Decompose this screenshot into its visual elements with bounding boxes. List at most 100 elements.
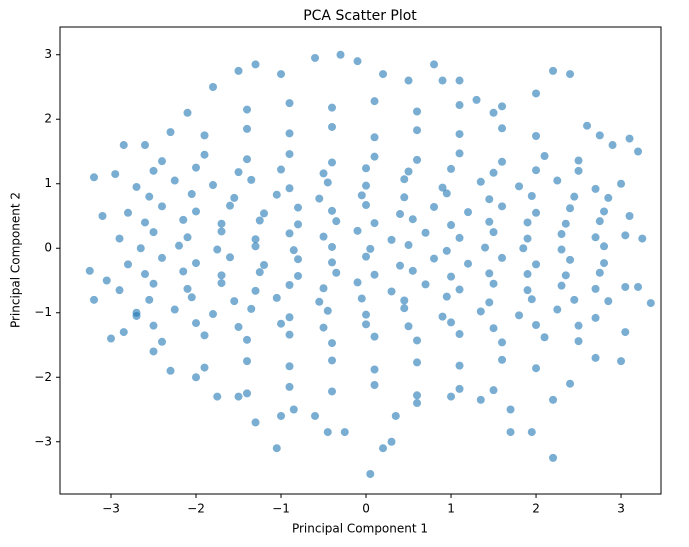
point — [243, 155, 252, 164]
point — [379, 70, 388, 79]
point — [391, 411, 400, 420]
point — [404, 322, 413, 331]
point — [323, 306, 332, 315]
point — [179, 267, 188, 276]
point — [485, 217, 494, 226]
point — [413, 358, 422, 367]
point — [464, 259, 473, 268]
point — [183, 108, 192, 117]
point — [311, 53, 320, 62]
point — [370, 365, 379, 374]
x-tick-label: 0 — [362, 502, 370, 516]
point — [255, 268, 264, 277]
point — [260, 261, 269, 270]
point — [400, 304, 409, 313]
y-tick-label: 1 — [44, 176, 52, 190]
point — [187, 293, 196, 302]
point — [255, 216, 264, 225]
point — [489, 386, 498, 395]
point — [421, 228, 430, 237]
point — [413, 399, 422, 408]
point — [557, 245, 566, 254]
point — [404, 241, 413, 250]
point — [413, 391, 422, 400]
point — [353, 226, 362, 235]
point — [217, 279, 226, 288]
point — [362, 201, 371, 210]
chart-title: PCA Scatter Plot — [303, 8, 417, 24]
point — [408, 215, 417, 224]
point — [506, 405, 515, 414]
point — [400, 175, 409, 184]
point — [272, 190, 281, 199]
point — [230, 297, 239, 306]
point — [455, 101, 464, 110]
point — [485, 195, 494, 204]
point — [149, 166, 158, 175]
point — [234, 392, 243, 401]
point — [527, 428, 536, 437]
point — [85, 266, 94, 275]
point — [591, 284, 600, 293]
point — [158, 337, 167, 346]
point — [455, 149, 464, 158]
point — [332, 268, 341, 277]
point — [498, 157, 507, 166]
point — [570, 295, 579, 304]
point — [455, 330, 464, 339]
point — [523, 234, 532, 243]
point — [591, 313, 600, 322]
point — [323, 178, 332, 187]
point — [136, 244, 145, 253]
point — [328, 158, 337, 167]
point — [158, 202, 167, 211]
point — [166, 366, 175, 375]
y-tick-label: 0 — [44, 241, 52, 255]
point — [464, 208, 473, 217]
point — [362, 164, 371, 173]
point — [646, 299, 655, 308]
point — [621, 231, 630, 240]
point — [506, 428, 515, 437]
point — [217, 271, 226, 280]
point — [604, 297, 613, 306]
point — [328, 206, 337, 215]
point — [251, 418, 260, 427]
point — [527, 295, 536, 304]
point — [387, 437, 396, 446]
point — [476, 395, 485, 404]
point — [226, 201, 235, 210]
point — [357, 294, 366, 303]
point — [600, 207, 609, 216]
point — [247, 304, 256, 313]
point — [230, 193, 239, 202]
point — [532, 208, 541, 217]
y-tick-label: 2 — [44, 112, 52, 126]
point — [430, 254, 439, 263]
point — [115, 286, 124, 295]
point — [455, 76, 464, 85]
point — [540, 152, 549, 161]
point — [527, 191, 536, 200]
x-tick-label: 3 — [617, 502, 625, 516]
point — [175, 241, 184, 250]
point — [362, 181, 371, 190]
point — [621, 328, 630, 337]
point — [285, 150, 294, 159]
point — [192, 163, 201, 172]
point — [540, 333, 549, 342]
point — [170, 176, 179, 185]
point — [489, 279, 498, 288]
point — [272, 293, 281, 302]
point — [328, 387, 337, 396]
point — [311, 411, 320, 420]
point — [145, 192, 154, 201]
point — [574, 337, 583, 346]
x-tick-label: 2 — [532, 502, 540, 516]
point — [124, 260, 133, 269]
point — [489, 228, 498, 237]
point — [608, 141, 617, 150]
point — [149, 347, 158, 356]
point — [515, 182, 524, 191]
point — [413, 107, 422, 116]
